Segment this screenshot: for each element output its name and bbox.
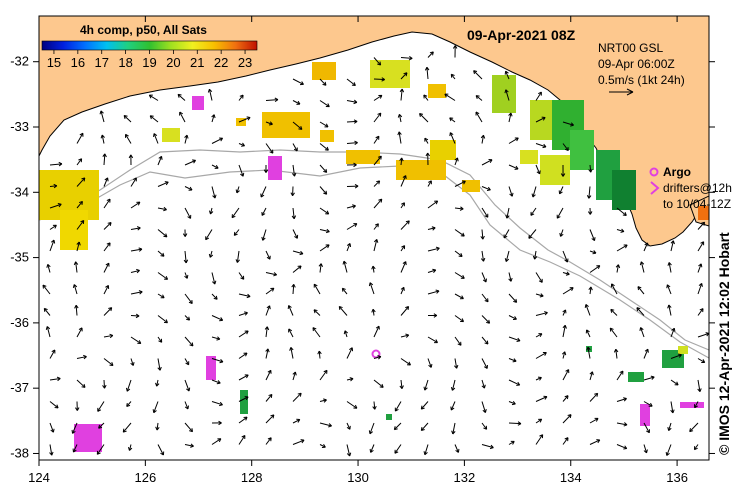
x-tick-label: 124 bbox=[28, 470, 50, 485]
colorbar-tick-label: 16 bbox=[71, 55, 85, 70]
map-title: 09-Apr-2021 08Z bbox=[467, 27, 576, 43]
y-tick-label: -35 bbox=[10, 250, 29, 265]
x-tick-label: 136 bbox=[666, 470, 688, 485]
scale-arrow-icon bbox=[609, 88, 634, 96]
x-tick-label: 126 bbox=[134, 470, 156, 485]
current-vectors bbox=[42, 45, 709, 457]
colorbar-tick-label: 22 bbox=[214, 55, 228, 70]
colorbar-tick-label: 21 bbox=[190, 55, 204, 70]
current-info-line2: 09-Apr 06:00Z bbox=[598, 57, 675, 71]
argo-tracks bbox=[74, 96, 704, 452]
axis-ticks: 124 126 128 130 132 134 136 -32 -33 -34 -35 -36 -37 -… bbox=[10, 16, 715, 485]
colorbar-tick-label: 17 bbox=[94, 55, 108, 70]
x-tick-label: 134 bbox=[560, 470, 582, 485]
colorbar-title: 4h comp, p50, All Sats bbox=[80, 23, 207, 37]
current-info-line1: NRT00 GSL bbox=[598, 41, 663, 55]
y-tick-label: -34 bbox=[10, 184, 29, 199]
colorbar-tick-label: 18 bbox=[118, 55, 132, 70]
y-tick-label: -38 bbox=[10, 445, 29, 460]
land-australia bbox=[39, 16, 709, 247]
y-tick-label: -37 bbox=[10, 380, 29, 395]
x-tick-label: 128 bbox=[241, 470, 263, 485]
colorbar-tick-label: 19 bbox=[142, 55, 156, 70]
argo-line1: drifters@12h bbox=[663, 181, 732, 195]
colorbar-tick-label: 23 bbox=[238, 55, 252, 70]
colorbar bbox=[41, 40, 258, 51]
colorbar-tick-label: 15 bbox=[47, 55, 61, 70]
credit-text: © IMOS 12-Apr-2021 12:02 Hobart bbox=[716, 232, 732, 455]
colorbar-ticks: 15 16 17 18 19 20 21 22 23 bbox=[47, 50, 252, 70]
argo-marker-icon bbox=[649, 167, 659, 177]
drifter-arrow-icon bbox=[650, 181, 660, 195]
argo-label: Argo bbox=[663, 165, 691, 179]
argo-line2: to 10/04-12Z bbox=[663, 197, 731, 211]
y-tick-label: -36 bbox=[10, 315, 29, 330]
y-tick-label: -32 bbox=[10, 54, 29, 69]
x-tick-label: 130 bbox=[347, 470, 369, 485]
y-tick-label: -33 bbox=[10, 119, 29, 134]
sst-patches bbox=[39, 60, 709, 420]
current-info-line3: 0.5m/s (1kt 24h) bbox=[598, 73, 685, 87]
x-tick-label: 132 bbox=[454, 470, 476, 485]
colorbar-tick-label: 20 bbox=[166, 55, 180, 70]
plot-frame bbox=[38, 15, 710, 461]
